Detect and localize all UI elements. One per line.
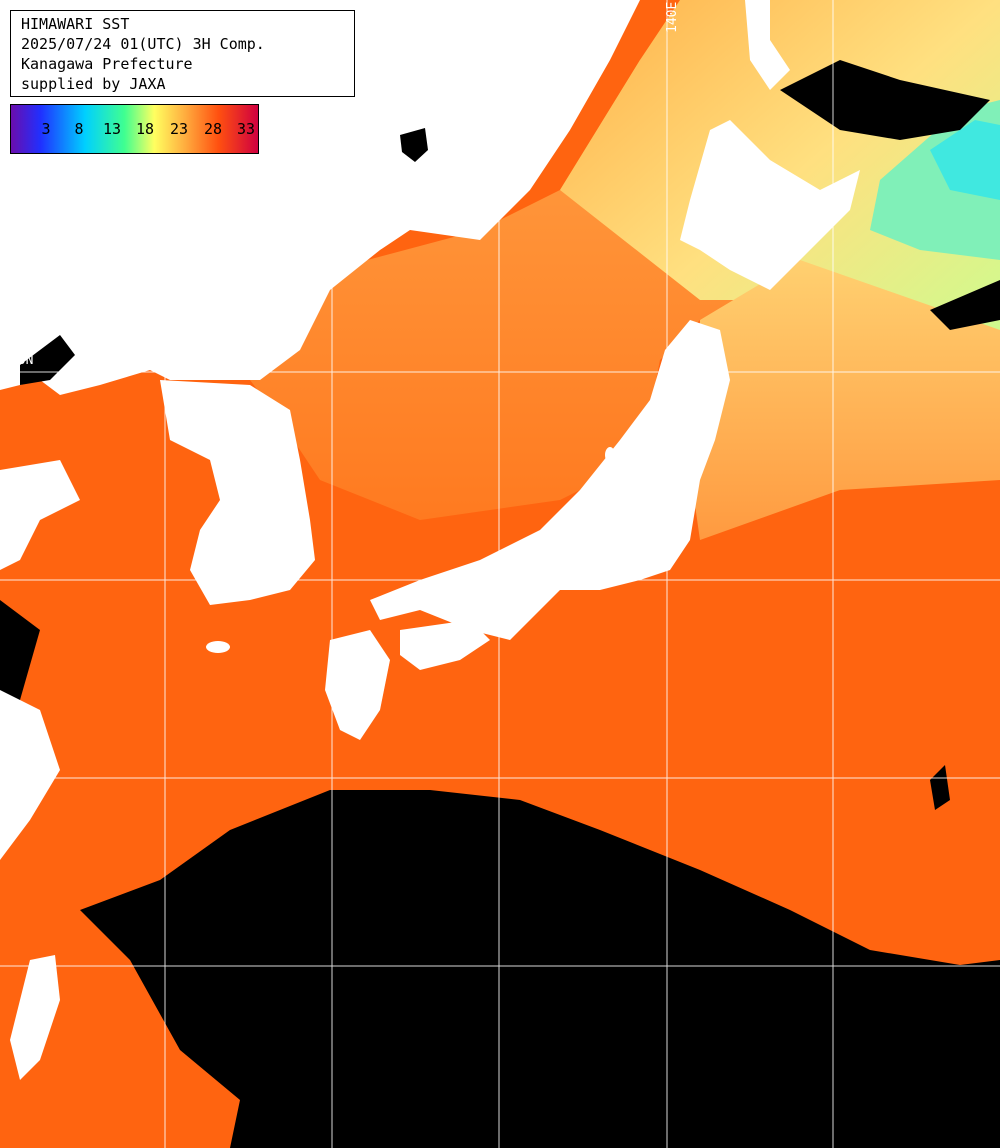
land-shikoku [400,620,490,670]
no-data-lake [400,128,428,162]
legend-tick: 33 [236,120,256,138]
land-mainland-north [0,0,640,395]
no-data-sw [0,600,40,720]
okhotsk-cyan [930,120,1000,200]
no-data-small [930,765,950,810]
land-sakhalin [745,0,790,90]
land-china-west2 [0,690,60,860]
lat-label-40n: 40N [10,353,34,368]
land-jeju [206,641,230,653]
east-pacific-sea [690,260,1000,540]
land-korea [160,380,315,605]
lon-label-140e: 140E [665,1,680,33]
land-china-west [0,460,80,570]
land-sado [605,447,615,463]
color-scale-legend: 3 8 13 18 23 28 33 [10,104,259,154]
info-box: HIMAWARI SST 2025/07/24 01(UTC) 3H Comp.… [10,10,355,97]
land-kyushu [325,630,390,740]
legend-tick: 28 [203,120,223,138]
legend-tick: 3 [41,120,51,138]
land-taiwan [10,955,60,1080]
legend-tick: 13 [102,120,122,138]
legend-tick: 8 [74,120,84,138]
land-honshu [370,320,730,640]
legend-tick: 18 [135,120,155,138]
no-data-south [80,790,1000,1148]
no-data-e [930,280,1000,330]
product-title: HIMAWARI SST [21,15,130,33]
land-hokkaido [680,120,860,290]
timestamp: 2025/07/24 01(UTC) 3H Comp. [21,35,265,53]
region: Kanagawa Prefecture [21,55,193,73]
legend-tick: 23 [169,120,189,138]
credit: supplied by JAXA [21,75,166,93]
